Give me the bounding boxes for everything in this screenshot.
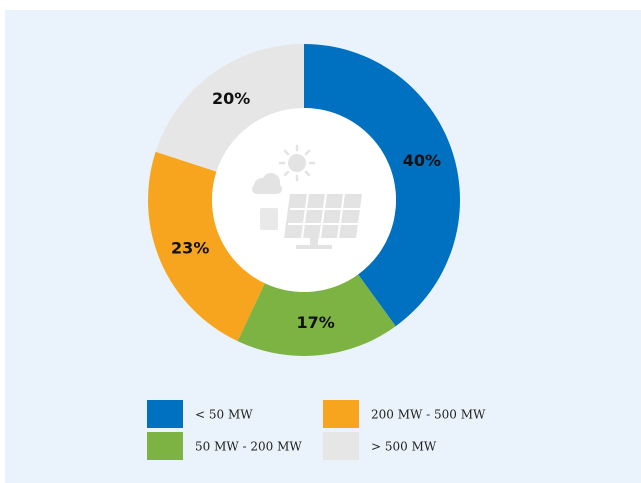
slice-label: 20% [212,89,250,108]
legend-swatch [147,400,183,428]
legend-swatch [147,432,183,460]
slice-label: 23% [171,239,209,258]
slice-label: 17% [297,313,335,332]
legend-label: < 50 MW [195,408,253,422]
legend-label: > 500 MW [371,440,437,454]
donut-slice [155,44,304,172]
slice-label: 40% [403,151,441,170]
legend-label: 50 MW - 200 MW [195,440,302,454]
legend-label: 200 MW - 500 MW [371,408,486,422]
legend-swatch [323,432,359,460]
donut-slice [237,274,396,356]
donut-slice [148,151,265,342]
legend-swatch [323,400,359,428]
donut-slice [304,44,461,327]
